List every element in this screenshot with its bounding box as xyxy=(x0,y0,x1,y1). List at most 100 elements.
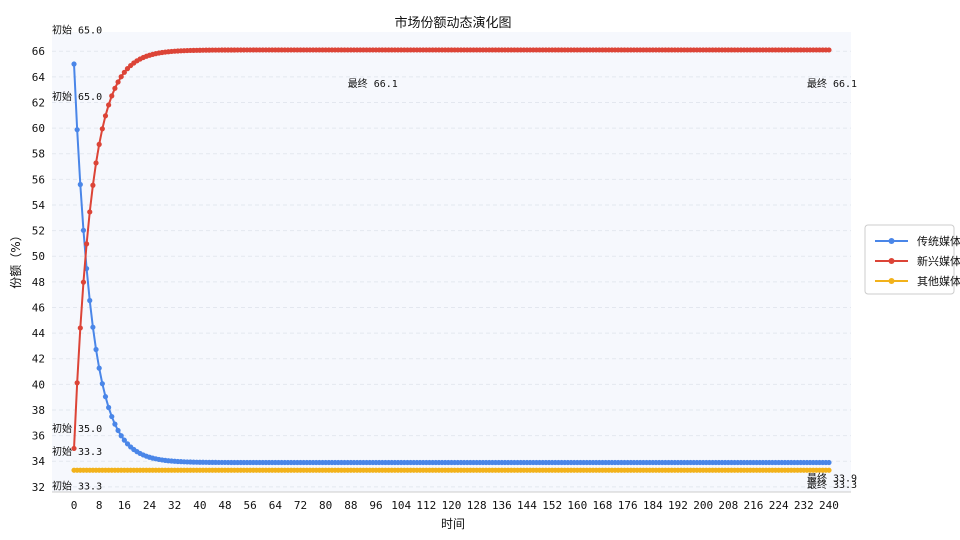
data-point xyxy=(112,421,118,427)
chart-title: 市场份额动态演化图 xyxy=(394,15,511,31)
x-tick-label: 240 xyxy=(819,499,839,512)
data-point xyxy=(90,182,96,188)
x-tick-label: 40 xyxy=(193,499,206,512)
x-tick-label: 208 xyxy=(718,499,738,512)
data-point xyxy=(109,413,115,420)
y-tick-label: 42 xyxy=(32,353,45,366)
data-point xyxy=(84,241,90,247)
data-point xyxy=(826,47,832,53)
x-tick-label: 72 xyxy=(294,499,307,512)
data-point xyxy=(826,459,832,466)
x-tick-label: 56 xyxy=(244,499,257,512)
x-tick-label: 136 xyxy=(492,499,512,512)
x-tick-label: 112 xyxy=(416,499,436,512)
x-tick-label: 128 xyxy=(467,499,487,512)
x-tick-label: 200 xyxy=(693,499,713,512)
annotation-label: 最终 66.1 xyxy=(348,77,398,90)
data-point xyxy=(106,404,112,411)
data-point xyxy=(96,365,102,371)
annotation-label: 初始 33.3 xyxy=(52,479,102,492)
data-point xyxy=(112,85,118,91)
data-point xyxy=(102,113,109,119)
data-point xyxy=(115,79,121,85)
data-point xyxy=(74,127,80,133)
data-point xyxy=(99,126,105,132)
x-tick-label: 184 xyxy=(643,499,663,512)
x-tick-label: 144 xyxy=(517,499,537,512)
legend-label: 传统媒体 xyxy=(917,234,960,248)
y-tick-label: 62 xyxy=(32,96,45,109)
y-tick-label: 44 xyxy=(32,327,46,340)
data-point xyxy=(77,325,83,331)
data-point xyxy=(80,279,87,285)
data-point xyxy=(115,427,121,434)
annotation-label: 最终 33.9 xyxy=(807,472,857,485)
legend-marker xyxy=(888,258,895,264)
legend-marker xyxy=(888,278,895,284)
x-tick-label: 120 xyxy=(442,499,462,512)
annotation-label: 最终 33.3 xyxy=(807,478,857,491)
annotation-label: 初始 65.0 xyxy=(52,90,102,103)
x-tick-label: 192 xyxy=(668,499,688,512)
y-axis-label: 份额（%） xyxy=(9,229,23,288)
data-point xyxy=(118,74,124,80)
data-point xyxy=(118,433,124,439)
x-tick-label: 0 xyxy=(71,499,78,512)
y-tick-label: 34 xyxy=(32,455,46,468)
x-tick-label: 224 xyxy=(769,499,789,512)
data-point xyxy=(121,437,127,443)
y-tick-label: 54 xyxy=(32,199,46,212)
data-point xyxy=(74,380,80,386)
y-tick-label: 52 xyxy=(32,225,45,238)
data-point xyxy=(106,102,112,108)
data-point xyxy=(102,394,109,400)
annotation-label: 初始 65.0 xyxy=(52,23,102,36)
x-ticks: 0 8 16 24 32 40 48 56 64 72 80 88 96 104 112 120 128 136 1… xyxy=(71,499,839,512)
data-point xyxy=(87,297,93,304)
x-tick-label: 104 xyxy=(391,499,411,512)
data-point xyxy=(90,324,96,330)
annotation-label: 最终 66.1 xyxy=(807,77,857,90)
data-point xyxy=(109,93,115,99)
x-tick-label: 152 xyxy=(542,499,562,512)
y-tick-label: 50 xyxy=(32,250,45,263)
legend-box xyxy=(864,224,955,295)
series-lines xyxy=(71,47,832,473)
x-tick-label: 160 xyxy=(567,499,587,512)
data-point xyxy=(96,141,102,147)
x-tick-label: 176 xyxy=(618,499,638,512)
y-ticks: 32 34 36 38 40 42 44 46 48 50 52 54 56 58 60 62 64 66 xyxy=(32,45,46,494)
data-point xyxy=(93,346,99,353)
y-tick-label: 56 xyxy=(32,173,45,186)
legend-label: 新兴媒体 xyxy=(917,254,960,268)
x-tick-label: 16 xyxy=(118,499,131,512)
y-tick-label: 58 xyxy=(32,148,45,161)
y-tick-label: 40 xyxy=(32,378,45,391)
x-tick-label: 216 xyxy=(744,499,764,512)
x-tick-label: 64 xyxy=(269,499,283,512)
y-tick-label: 64 xyxy=(32,71,46,84)
data-point xyxy=(71,445,77,452)
data-point xyxy=(93,160,99,166)
y-tick-label: 48 xyxy=(32,276,45,289)
annotation-label: 初始 35.0 xyxy=(52,422,102,435)
data-point xyxy=(826,467,832,473)
x-tick-label: 32 xyxy=(168,499,181,512)
data-point xyxy=(87,209,93,215)
x-tick-label: 232 xyxy=(794,499,814,512)
y-tick-label: 66 xyxy=(32,45,45,58)
data-point xyxy=(121,69,127,75)
plot-area xyxy=(52,32,851,492)
x-tick-label: 168 xyxy=(593,499,613,512)
y-tick-label: 60 xyxy=(32,122,45,135)
legend-marker xyxy=(888,238,895,244)
x-tick-label: 88 xyxy=(344,499,357,512)
x-tick-label: 24 xyxy=(143,499,157,512)
y-tick-label: 38 xyxy=(32,404,45,417)
annotation-label: 初始 33.3 xyxy=(52,445,102,458)
y-tick-label: 46 xyxy=(32,301,45,314)
x-axis-label: 时间 xyxy=(441,517,465,531)
x-tick-label: 8 xyxy=(96,499,103,512)
